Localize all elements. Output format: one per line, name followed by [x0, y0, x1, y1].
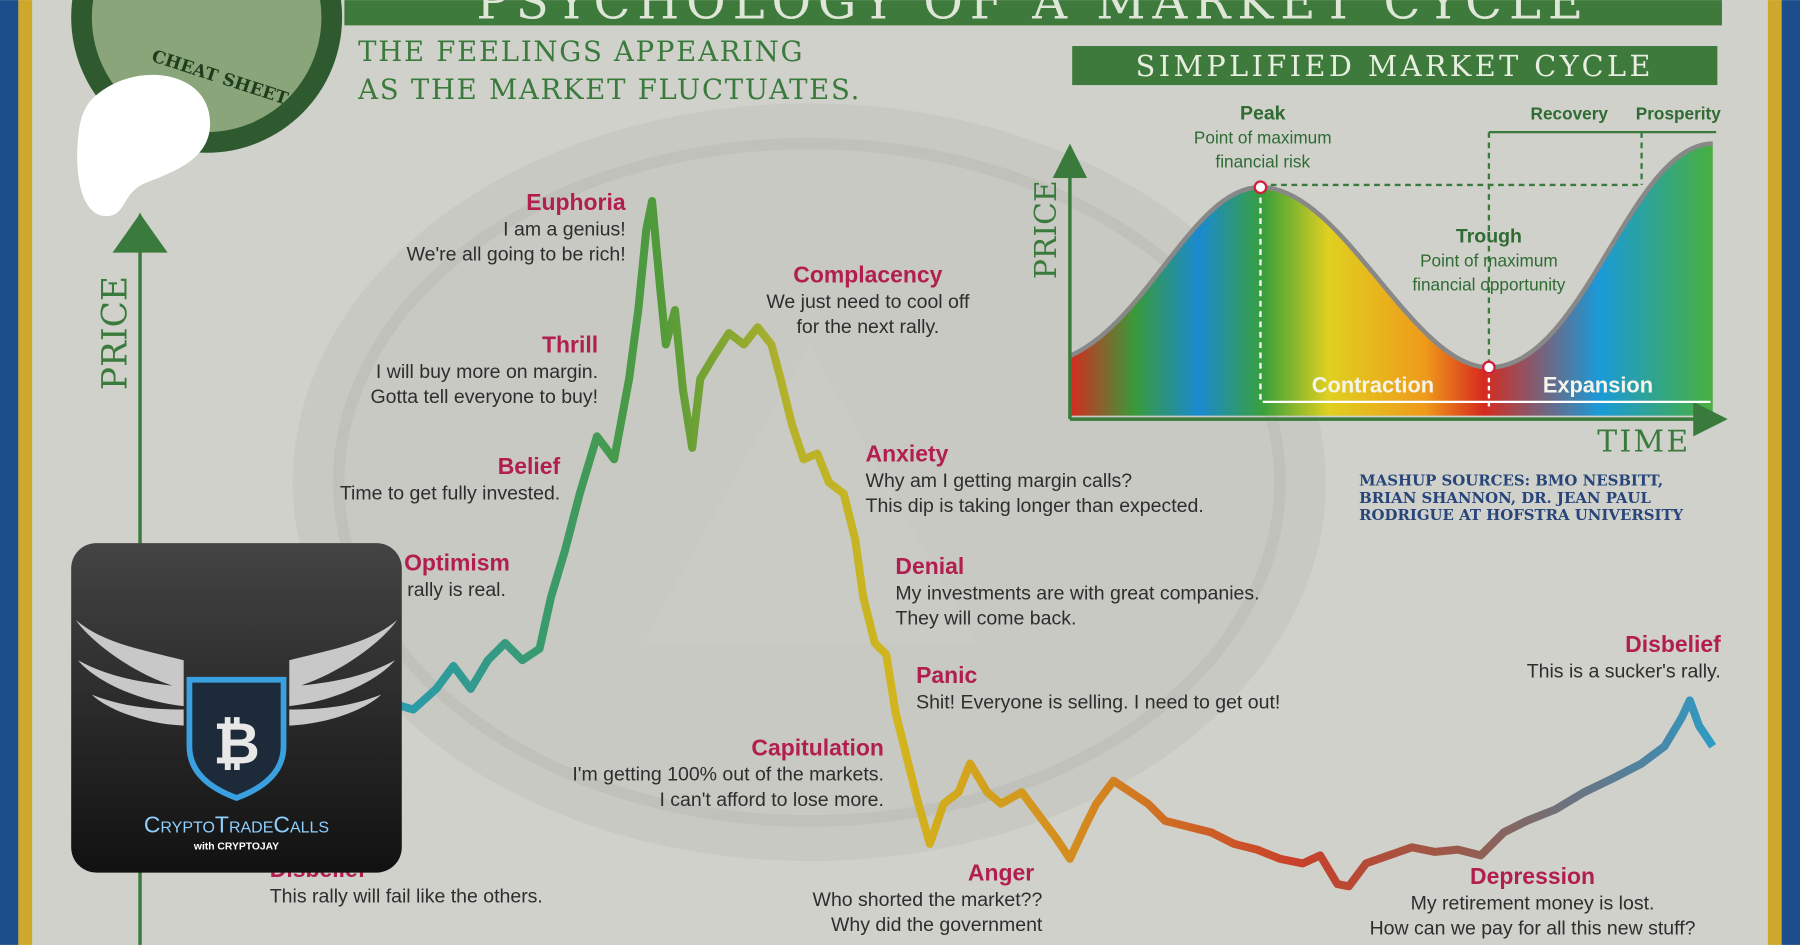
title: PSYCHOLOGY OF A MARKET CYCLE [476, 0, 1590, 30]
logo-name: CryptoTradeCalls [144, 811, 329, 837]
price-path [389, 196, 1717, 891]
stage-name: Capitulation [751, 734, 884, 760]
frame-left [0, 0, 19, 945]
stage-line: Gotta tell everyone to buy! [370, 386, 598, 408]
cycle-curve [1068, 141, 1713, 370]
stage-line: I can't afford to lose more. [659, 789, 883, 811]
trough-line: Point of maximum [1420, 250, 1558, 270]
logo-wing-right [289, 620, 398, 726]
subtitle-line: THE FEELINGS APPEARING [358, 36, 804, 68]
logo-coin: ₿ [213, 713, 260, 777]
frame-right-inner [1767, 0, 1782, 945]
recovery-label: Recovery [1531, 104, 1609, 124]
stage-name: Anxiety [866, 441, 949, 467]
stage-line: How can we pay for all this new stuff? [1370, 918, 1696, 940]
stage-name: Denial [895, 553, 964, 579]
inset-title: SIMPLIFIED MARKET CYCLE [1136, 49, 1654, 83]
stage-line: for the next rally. [797, 316, 940, 338]
trough-line: financial opportunity [1412, 275, 1565, 295]
stage-line: We're all going to be rich! [407, 244, 626, 266]
stage-line: This rally will fail like the others. [270, 885, 543, 907]
peak-line: financial risk [1215, 152, 1310, 172]
frame-right [1781, 0, 1800, 945]
prosperity-label: Prosperity [1636, 104, 1722, 124]
stage-name: Panic [916, 662, 977, 688]
stage-line: We just need to cool off [766, 291, 970, 313]
source-line: BRIAN SHANNON, DR. JEAN PAUL [1359, 489, 1651, 507]
stage-name: Optimism [404, 550, 510, 576]
peak-title: Peak [1240, 103, 1286, 125]
cycle-area [1069, 143, 1713, 416]
stage-line: This is a sucker's rally. [1527, 660, 1721, 682]
source-line: RODRIGUE AT HOFSTRA UNIVERSITY [1359, 506, 1683, 524]
phase-label: Expansion [1543, 373, 1653, 398]
stage-name: Complacency [793, 262, 942, 288]
seal-ring [332, 137, 1286, 827]
logo-shield [186, 676, 287, 802]
peak-dot [1253, 180, 1268, 195]
inset-title-box [1072, 46, 1718, 86]
overlay-blob [77, 74, 211, 217]
stage-line: I'm getting 100% out of the markets. [572, 764, 884, 786]
stage-line: I will buy more on margin. [376, 361, 598, 383]
stage-line: They will come back. [895, 608, 1076, 630]
pyramid-watermark [642, 344, 976, 643]
trough-dot [1482, 360, 1496, 375]
logo-wing-left [75, 620, 184, 726]
trough-title: Trough [1456, 225, 1522, 247]
subtitle-line: AS THE MARKET FLUCTUATES. [357, 74, 861, 106]
inset-x-label: TIME [1597, 424, 1690, 459]
stage-name: Disbelief [1625, 631, 1721, 657]
stage-line: Why am I getting margin calls? [866, 470, 1133, 492]
stage-line: Why did the government [831, 914, 1043, 936]
stage-name: Anger [968, 860, 1034, 886]
logo: ₿ CryptoTradeCalls with CRYPTOJAY [71, 543, 402, 873]
stage-name: Belief [498, 453, 561, 479]
peak-line: Point of maximum [1194, 128, 1332, 148]
stage-line: My investments are with great companies. [895, 582, 1259, 604]
stage-line: Who shorted the market?? [813, 889, 1043, 911]
logo-tagline: with CRYPTOJAY [193, 842, 279, 853]
stage-name: Thrill [542, 332, 598, 358]
stage-line: Time to get fully invested. [340, 482, 560, 504]
stage-labels: Euphoria I am a genius! We're all going to… [270, 189, 1721, 939]
price-axis-arrow [112, 213, 168, 253]
source-line: MASHUP SOURCES: BMO NESBITT, [1359, 472, 1663, 490]
stage-line: This dip is taking longer than expected. [866, 495, 1204, 517]
stage-line: My retirement money is lost. [1411, 892, 1655, 914]
inset-y-label: PRICE [1029, 180, 1064, 279]
frame-left-inner [18, 0, 33, 945]
stage-name: Depression [1470, 863, 1595, 889]
stage-name: Euphoria [526, 189, 626, 215]
stage-line: Shit! Everyone is selling. I need to get… [916, 691, 1280, 713]
stage-line: I am a genius! [503, 218, 625, 240]
price-axis-label: PRICE [95, 276, 135, 390]
title-bar [344, 0, 1722, 26]
phase-label: Contraction [1312, 373, 1434, 398]
